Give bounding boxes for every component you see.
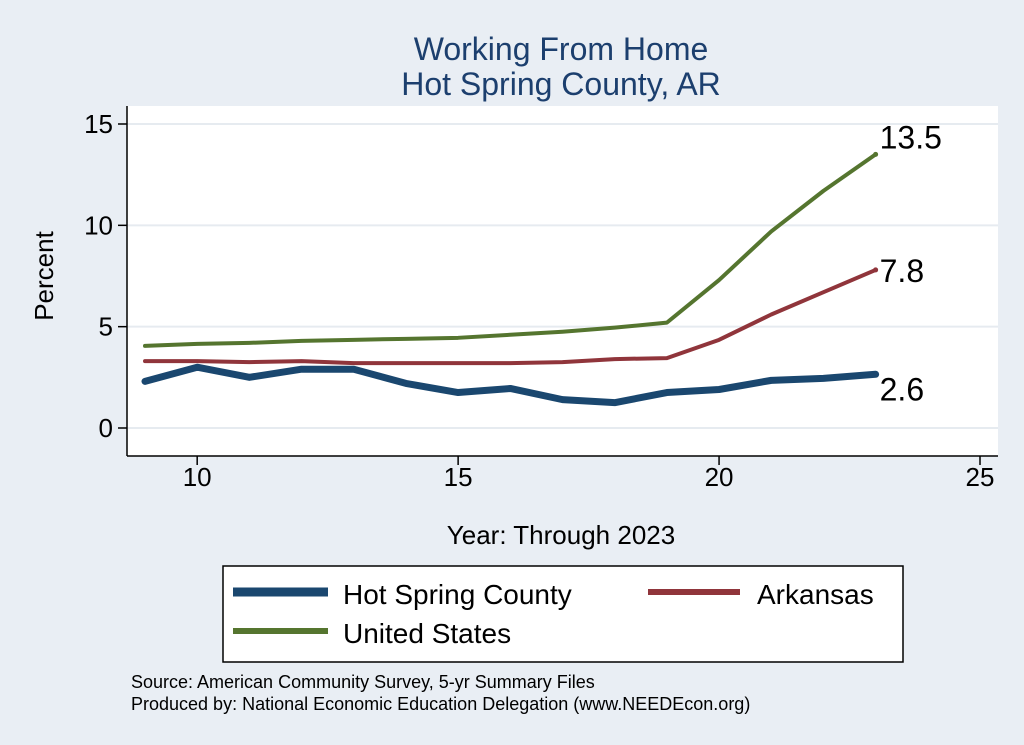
series-line-1	[143, 267, 878, 366]
legend-label: Arkansas	[757, 579, 874, 610]
legend-box	[222, 565, 904, 663]
axes: 0 5 10 15 10 15 20 25	[84, 106, 998, 492]
y-tick-label: 10	[84, 210, 113, 240]
chart-title: Working From Home	[414, 31, 709, 67]
end-label: 13.5	[880, 119, 942, 155]
series-end-point	[873, 267, 879, 273]
source-line-2: Produced by: National Economic Education…	[131, 694, 750, 714]
y-tick-label: 15	[84, 109, 113, 139]
series-line-0	[141, 363, 880, 407]
x-tick-label: 15	[444, 462, 473, 492]
x-tick-label: 25	[966, 462, 995, 492]
legend: Hot Spring County Arkansas United States	[233, 579, 874, 649]
series-end-point	[873, 371, 879, 377]
y-tick-label: 5	[99, 312, 113, 342]
x-axis-title: Year: Through 2023	[447, 520, 675, 550]
y-axis-title: Percent	[29, 230, 59, 320]
series-end-point	[873, 151, 879, 157]
x-tick-label: 10	[183, 462, 212, 492]
y-tick-label: 0	[99, 413, 113, 443]
end-label: 7.8	[880, 253, 924, 289]
end-label: 2.6	[880, 371, 924, 407]
source-line-1: Source: American Community Survey, 5-yr …	[131, 672, 595, 692]
series-lines	[141, 151, 880, 407]
end-labels: 2.6 7.8 13.5	[880, 119, 942, 407]
chart-subtitle: Hot Spring County, AR	[401, 66, 721, 102]
grid	[127, 123, 998, 429]
series-line-2	[143, 152, 878, 348]
legend-label: Hot Spring County	[343, 579, 572, 610]
x-tick-label: 20	[705, 462, 734, 492]
legend-label: United States	[343, 618, 511, 649]
